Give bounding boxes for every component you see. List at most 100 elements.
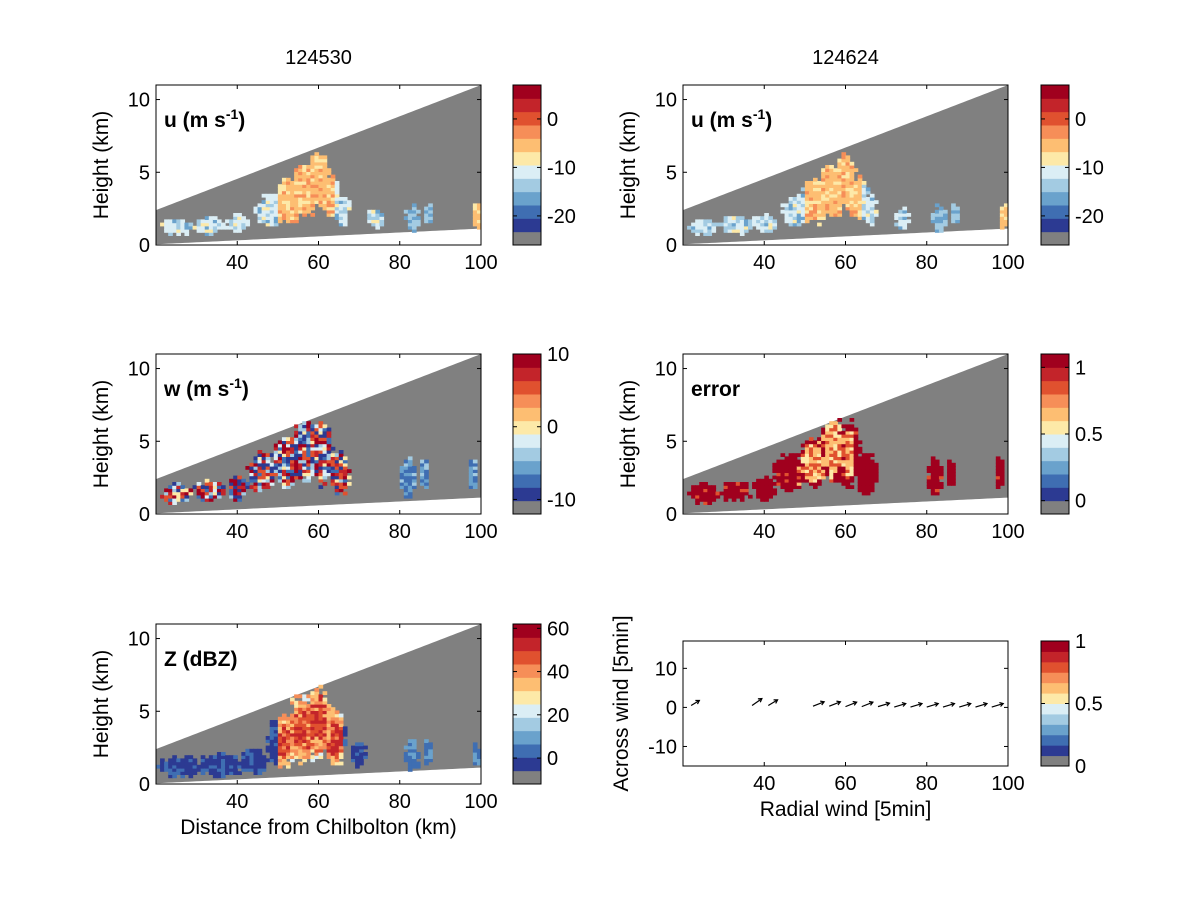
field-cell	[196, 494, 202, 499]
field-cell	[731, 482, 737, 486]
field-cell	[180, 225, 186, 230]
field-cell	[748, 222, 753, 227]
field-cell	[420, 472, 425, 477]
field-cell	[784, 469, 790, 473]
field-cell	[821, 197, 826, 201]
field-cell	[302, 704, 307, 708]
field-cell	[265, 748, 271, 753]
field-cell	[760, 488, 765, 493]
x-tick-label: 100	[464, 252, 497, 274]
field-cell	[281, 453, 287, 457]
field-cell	[999, 222, 1005, 227]
field-cell	[342, 726, 348, 731]
field-cell	[314, 742, 320, 747]
field-cell	[310, 161, 316, 166]
field-cell	[837, 418, 843, 422]
field-cell	[817, 193, 822, 198]
field-cell	[180, 229, 186, 233]
field-cell	[424, 752, 429, 756]
field-cell	[399, 472, 405, 477]
field-cell	[849, 430, 855, 435]
field-cell	[281, 729, 287, 734]
field-cell	[829, 187, 834, 192]
field-cell	[172, 219, 177, 224]
field-cell	[290, 472, 295, 477]
field-cell	[849, 418, 855, 422]
field-cell	[756, 219, 761, 224]
field-cell	[416, 209, 421, 214]
field-cell	[338, 732, 344, 737]
field-cell	[743, 491, 749, 496]
field-cell	[849, 466, 855, 470]
field-cell	[322, 177, 328, 182]
field-cell	[302, 424, 307, 429]
field-cell	[995, 485, 1001, 489]
field-cell	[808, 466, 814, 470]
field-cell	[359, 742, 364, 747]
field-cell	[302, 434, 307, 438]
field-cell	[808, 482, 814, 486]
field-cell	[841, 472, 847, 477]
field-cell	[342, 222, 348, 227]
field-cell	[930, 219, 936, 224]
field-cell	[306, 174, 311, 179]
field-cell	[160, 758, 165, 763]
field-cell	[845, 472, 851, 477]
field-cell	[168, 774, 173, 779]
field-cell	[330, 761, 336, 766]
field-cell	[273, 222, 279, 227]
field-cell	[825, 443, 830, 448]
field-cell	[241, 219, 246, 224]
colorbar-swatch	[513, 690, 541, 705]
colorbar-swatch	[513, 205, 541, 219]
field-cell	[837, 193, 843, 198]
field-cell	[310, 424, 316, 429]
colorbar-swatch	[513, 677, 541, 692]
colorbar-swatch	[1041, 98, 1069, 113]
field-cell	[752, 216, 757, 220]
field-cell	[869, 478, 875, 483]
field-cell	[359, 755, 364, 759]
field-cell	[739, 232, 745, 236]
field-cell	[837, 440, 843, 445]
field-cell	[273, 723, 279, 727]
colorbar-swatch	[1041, 434, 1069, 448]
field-cell	[338, 739, 344, 743]
field-cell	[298, 190, 303, 195]
field-cell	[800, 450, 806, 454]
field-cell	[172, 768, 177, 772]
field-cell	[277, 739, 283, 743]
field-cell	[800, 462, 806, 467]
field-cell	[257, 453, 263, 457]
field-cell	[322, 155, 328, 160]
field-cell	[168, 761, 173, 766]
field-cell	[833, 206, 838, 211]
field-cell	[330, 482, 336, 486]
field-cell	[302, 748, 307, 753]
field-cell	[269, 462, 275, 467]
field-cell	[833, 197, 838, 201]
field-cell	[416, 761, 421, 766]
field-cell	[261, 203, 267, 208]
field-cell	[241, 758, 246, 763]
field-cell	[845, 440, 851, 445]
field-cell	[841, 171, 847, 176]
field-cell	[804, 219, 810, 224]
field-cell	[938, 219, 944, 224]
field-cell	[869, 206, 875, 211]
field-cell	[825, 187, 830, 192]
field-cell	[845, 424, 851, 429]
field-cell	[800, 453, 806, 457]
field-cell	[865, 478, 871, 483]
field-cell	[853, 450, 859, 454]
field-cell	[172, 761, 177, 766]
field-cell	[338, 453, 344, 457]
field-cell	[346, 475, 352, 480]
field-cell	[468, 459, 474, 464]
field-cell	[723, 491, 729, 496]
field-cell	[310, 736, 316, 740]
field-cell	[290, 755, 295, 759]
field-cell	[277, 726, 283, 731]
field-cell	[804, 200, 810, 204]
field-cell	[290, 729, 295, 734]
